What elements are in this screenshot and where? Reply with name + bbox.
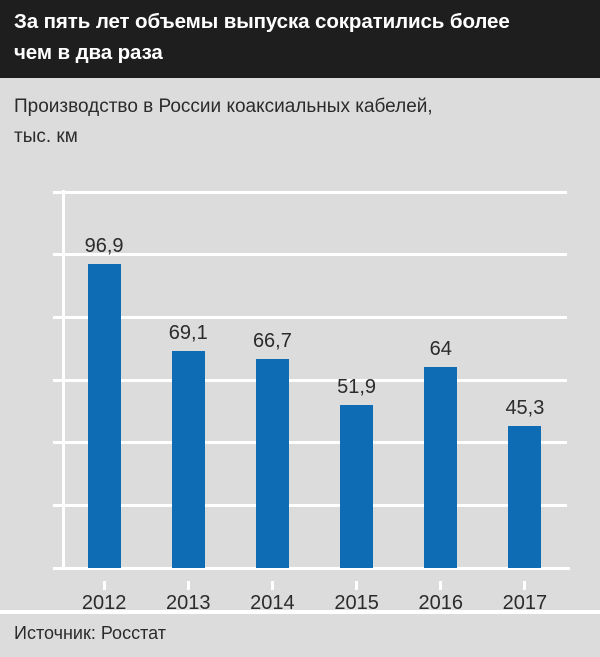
x-axis-label-2016: 2016 [418,592,464,614]
bar-value-label-2012: 96,9 [84,235,124,258]
bar-value-label-2017: 45,3 [505,397,545,420]
y-axis-tick [53,253,62,257]
bar-2013[interactable] [171,351,205,568]
y-axis-tick [53,378,62,382]
x-axis-label-2014: 2014 [250,592,295,614]
x-axis-tick [102,581,106,590]
x-axis-label-2013: 2013 [166,592,211,614]
plot-area: 020406080100120 96,9201269,1201366,72014… [53,190,567,614]
y-axis-tick [53,566,62,570]
y-axis-tick [53,441,62,445]
bar-value-label-2016: 64 [429,338,452,361]
x-axis-label-2017: 2017 [502,592,548,614]
header-banner: За пять лет объемы выпуска сократились б… [0,0,600,78]
x-axis-label-2015: 2015 [334,592,379,614]
gridline [62,253,567,257]
bar-chart: 020406080100120 96,9201269,1201366,72014… [0,178,600,614]
x-axis-tick [355,581,359,590]
gridline [62,315,567,319]
y-axis-tick [53,190,62,194]
x-axis-tick [439,581,443,590]
bar-2012[interactable] [87,264,121,568]
source-note: Источник: Росстат [14,623,166,643]
x-axis-tick [523,581,527,590]
bar-2017[interactable] [508,426,542,568]
x-axis-tick [270,581,274,590]
page-title: За пять лет объемы выпуска сократились б… [14,10,510,64]
y-axis-tick [53,503,62,507]
gridline [62,566,567,570]
x-axis-label-2012: 2012 [81,592,127,614]
y-axis-tick [53,315,62,319]
bar-value-label-2013: 69,1 [168,322,208,345]
bar-value-label-2015: 51,9 [337,376,377,399]
bar-2015[interactable] [340,405,374,568]
bar-2016[interactable] [424,367,458,568]
footer-divider [0,610,600,614]
gridline [62,378,567,382]
gridline [62,503,567,507]
chart-subtitle: Производство в России коаксиальных кабел… [14,96,433,147]
bar-2014[interactable] [255,359,289,568]
gridline [62,190,567,194]
x-axis-tick [186,581,190,590]
bar-value-label-2014: 66,7 [252,330,292,352]
gridline [62,441,567,445]
